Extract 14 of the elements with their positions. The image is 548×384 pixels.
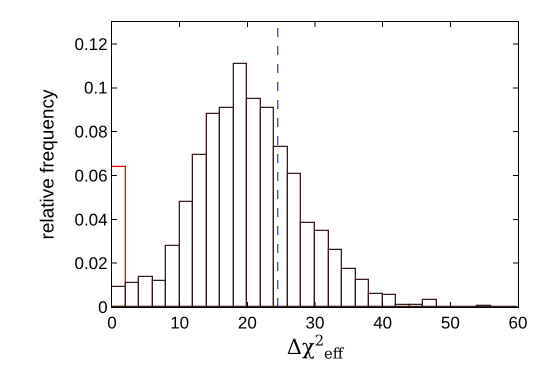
y-tick-label: 0.02 [74,254,108,274]
y-tick-label: 0 [98,298,108,317]
x-tick-label: 20 [238,313,257,332]
y-tick-label: 0.12 [74,34,108,54]
y-tick-label: 0.06 [74,166,108,186]
y-tick-label: 0.04 [74,210,108,230]
x-tick-label: 30 [306,313,324,332]
y-tick-label: 0.1 [84,78,108,98]
x-tick-label: 60 [508,313,528,332]
x-tick-label: 50 [440,313,460,332]
x-tick-label: 10 [170,313,190,332]
y-tick-label: 0.08 [74,122,108,142]
x-tick-label: 40 [373,313,392,332]
y-axis-title: relative frequency [37,89,58,240]
